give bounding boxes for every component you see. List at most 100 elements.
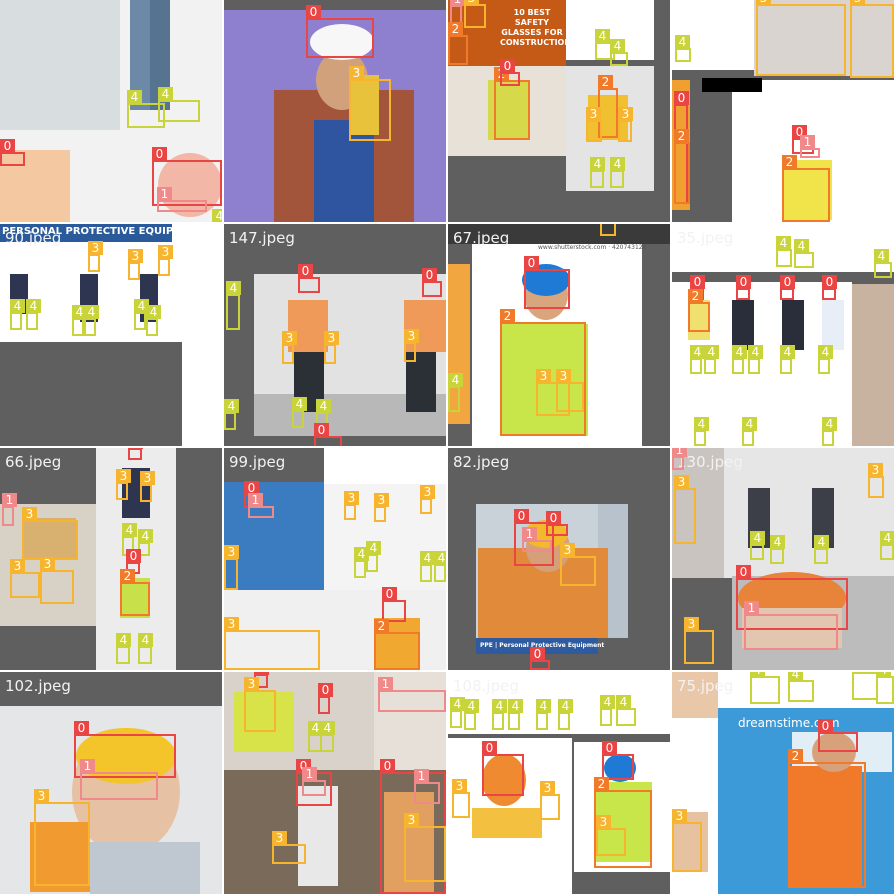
detection-box: 0 [602,741,634,780]
class-label: 1 [378,677,393,691]
detection-box: 0 [422,268,442,297]
detection-box: 0 [736,565,848,630]
tile-caption: 35.jpeg [677,229,734,247]
class-label: 4 [448,373,463,387]
class-label: 3 [344,491,359,505]
class-label: 3 [374,493,389,507]
class-label: 3 [22,507,37,521]
class-label: 3 [282,331,297,345]
detection-box: 4 [448,373,463,412]
detection-box: 4 [610,39,628,66]
class-label: 4 [770,535,785,549]
class-label: 4 [788,672,803,681]
detection-box: 0 [128,448,143,460]
class-label: 0 [0,139,15,153]
class-label: 3 [556,369,571,383]
class-label: 0 [780,275,795,289]
class-label: 2 [374,619,389,633]
class-label: 4 [690,345,705,359]
class-label: 1 [80,759,95,773]
detection-box: 1 [80,759,158,800]
scene-illustration [448,448,670,670]
class-label: 0 [306,5,321,19]
tile-caption: 99.jpeg [229,453,286,471]
class-label: 4 [776,236,791,250]
detection-box: 1 [672,448,687,470]
detection-box: 4 [127,90,165,128]
class-label: 3 [420,485,435,499]
tile-6: 67.jpeg www.shutterstock.com · 420743128… [448,224,670,446]
detection-box: 3 [22,507,78,560]
class-label: 1 [744,601,759,615]
class-label: 1 [522,527,537,541]
detection-box: 0 [298,264,320,293]
scene-illustration [224,0,446,222]
class-label: 4 [354,547,369,561]
detection-box: 4 [788,672,814,702]
class-label: 4 [316,399,331,413]
class-label: 0 [422,268,437,282]
detection-box: 3 [672,809,702,872]
detection-box: 4 [26,299,41,330]
tile-4: PERSONAL PROTECTIVE EQUIPMENT 90.jpeg 3 … [0,224,222,446]
class-label: 1 [800,135,815,149]
detection-box: 4 [146,305,161,336]
detection-box: 4 [134,299,149,330]
class-label: 4 [595,29,610,43]
class-label: 3 [452,779,467,793]
detection-box: 4 [72,305,87,336]
ppe-banner-text: PERSONAL PROTECTIVE EQUIPMENT [2,226,206,237]
class-label: 3 [674,475,689,489]
detection-box: 2 [674,129,690,204]
class-label: 4 [750,672,765,677]
class-label: 4 [610,157,625,171]
detection-box: 4 [10,299,25,330]
class-label: 4 [536,699,551,713]
detection-box: 4 [558,699,573,730]
detection-box: 0 [74,721,176,778]
detection-box: 4 [770,535,785,564]
class-label: 3 [684,617,699,631]
class-label: 4 [880,531,894,545]
class-label: 3 [586,107,601,121]
detection-box: 4 [616,695,636,726]
detection-box: 4 [748,345,763,374]
detection-box: 4 [704,345,719,374]
class-label: 4 [616,695,631,709]
class-label: 0 [602,741,617,755]
class-label: 0 [482,741,497,755]
class-label: 3 [40,557,55,571]
detection-box: 4 [492,699,507,730]
tile-10: 82.jpeg PPE | Personal Protective Equipm… [448,448,670,670]
detection-box: 4 [794,239,814,268]
class-label: 3 [618,107,633,121]
detection-box: 3 [540,781,560,820]
tile-7: 35.jpeg 4 4 4 0 0 0 0 2 4 4 4 4 4 4 4 4 … [672,224,894,446]
detection-box: 4 [780,345,795,374]
class-label: 4 [610,39,625,53]
class-label: 4 [818,345,833,359]
detection-box: 4 [536,699,551,730]
detection-box: 4 [464,699,479,730]
class-label: 0 [298,264,313,278]
tile-caption: 90.jpeg [5,229,62,247]
detection-box: 0 [482,741,524,796]
class-label: 3 [560,543,575,557]
class-label: 4 [464,699,479,713]
tile-caption: 130.jpeg [677,453,743,471]
tile-13: 0 3 0 4 4 1 0 1 3 0 1 3 [224,672,446,894]
class-label: 4 [675,35,690,49]
class-label: 1 [2,493,17,507]
class-label: 3 [756,0,771,5]
class-label: 3 [536,369,551,383]
scene-illustration [0,0,222,222]
tile-caption: 102.jpeg [5,677,71,695]
class-label: 0 [126,549,141,563]
class-label: 0 [314,423,329,437]
detection-box: 3 [116,469,131,500]
class-label: 2 [674,129,689,143]
class-label: 3 [404,813,419,827]
class-label: 0 [514,509,529,523]
detection-box: 3 [684,617,714,664]
detection-box: 2 [688,289,710,332]
